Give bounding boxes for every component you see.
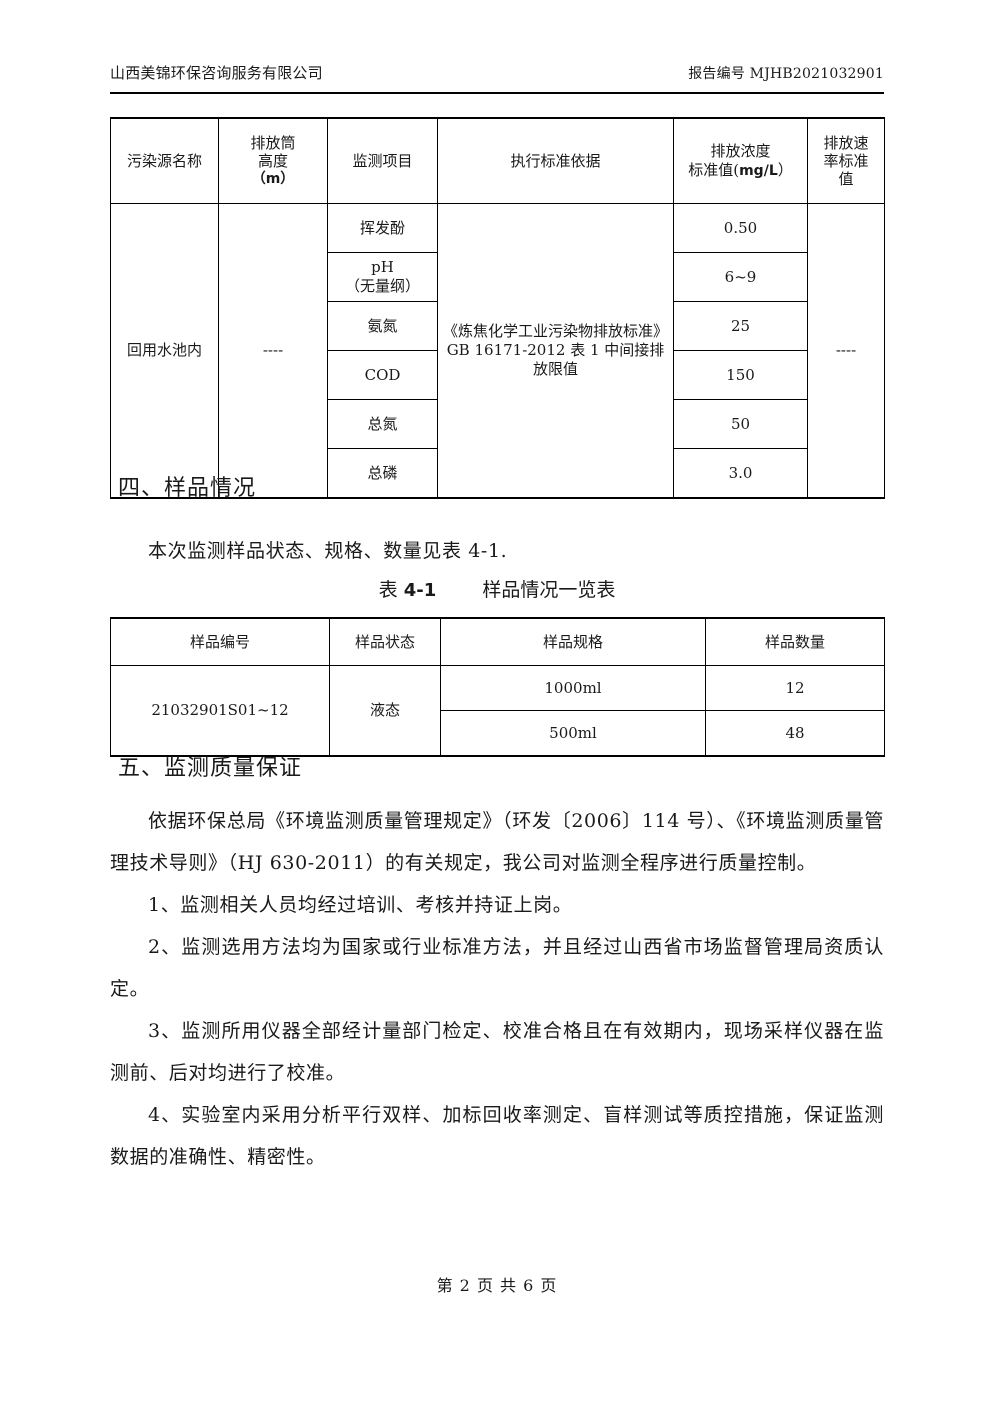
cell-monitor-item: COD <box>327 350 438 400</box>
table-row: 总磷 3.0 <box>111 448 885 499</box>
rate-standard-line-1: 排放速 <box>823 133 869 152</box>
cell-monitor-item: 氨氮 <box>327 301 438 351</box>
page-header: 山西美锦环保咨询服务有限公司 报告编号 MJHB2021032901 <box>110 62 884 83</box>
col-header-source-name: 污染源名称 <box>110 117 219 204</box>
concentration-limit-line-2: 标准值(mg/L） <box>677 161 804 180</box>
stack-height-line-1: 排放筒 <box>250 134 296 153</box>
caption-number: 4-1 <box>403 580 437 601</box>
col-header-sample-count: 样品数量 <box>705 617 885 666</box>
col-header-sample-state: 样品状态 <box>329 617 441 666</box>
table-header-row: 污染源名称 排放筒 高度 （m） 监测项目 执行标准依据 排放浓度 标准值(mg… <box>110 117 885 204</box>
table-row: 回用水池内 ---- 挥发酚 《炼焦化学工业污染物排放标准》GB 16171-2… <box>110 203 885 499</box>
qa-paragraph-0: 依据环保总局《环境监测质量管理规定》（环发〔2006〕114 号）、《环境监测质… <box>110 810 884 874</box>
limit-suffix: ） <box>777 160 793 179</box>
header-report-number: 报告编号 MJHB2021032901 <box>688 66 884 82</box>
header-company-name: 山西美锦环保咨询服务有限公司 <box>110 64 323 82</box>
monitor-item-name: pH <box>371 258 394 277</box>
stack-height-line-2: 高度 <box>257 152 288 171</box>
col-header-sample-no: 样品编号 <box>110 617 330 666</box>
stack-height-line-3: （m） <box>251 170 295 187</box>
cell-sample-spec: 500ml <box>440 710 706 757</box>
concentration-limit-line-1: 排放浓度 <box>710 142 771 161</box>
col-header-standard-basis: 执行标准依据 <box>437 117 674 204</box>
col-header-monitor-item: 监测项目 <box>327 117 438 204</box>
cell-standard-basis: 《炼焦化学工业污染物排放标准》GB 16171-2012 表 1 中间接排放限值 <box>437 203 674 499</box>
caption-prefix: 表 <box>378 579 398 601</box>
cell-sample-spec: 1000ml <box>440 665 706 711</box>
quality-assurance-body: 依据环保总局《环境监测质量管理规定》（环发〔2006〕114 号）、《环境监测质… <box>110 800 884 1178</box>
cell-monitor-item: 挥发酚 <box>327 203 438 253</box>
qa-paragraph-3: 3、监测所用仪器全部经计量部门检定、校准合格且在有效期内，现场采样仪器在监测前、… <box>110 1020 884 1084</box>
caption-title: 样品情况一览表 <box>482 579 616 601</box>
cell-sample-no: 21032901S01~12 <box>110 665 330 757</box>
emission-standards-table: 污染源名称 排放筒 高度 （m） 监测项目 执行标准依据 排放浓度 标准值(mg… <box>110 117 885 499</box>
col-header-stack-height: 排放筒 高度 （m） <box>218 117 328 204</box>
cell-monitor-item: 总氮 <box>327 399 438 449</box>
sample-summary-table: 样品编号 样品状态 样品规格 样品数量 21032901S01~12 液态 10… <box>110 617 885 757</box>
page-footer: 第 2 页 共 6 页 <box>436 1276 558 1295</box>
limit-prefix: 标准值( <box>688 160 740 179</box>
table-header-row: 样品编号 样品状态 样品规格 样品数量 <box>110 617 885 666</box>
section-heading-sample-status: 四、样品情况 <box>118 476 257 501</box>
limit-unit: mg/L <box>739 162 778 179</box>
cell-monitor-item: pH （无量纲） <box>327 252 438 302</box>
col-header-sample-spec: 样品规格 <box>440 617 706 666</box>
table-4-1-caption: 表 4-1 样品情况一览表 <box>110 575 884 602</box>
cell-sample-count: 12 <box>705 665 885 711</box>
cell-stack-height: ---- <box>218 203 328 499</box>
cell-sample-state: 液态 <box>329 665 441 757</box>
col-header-concentration-limit: 排放浓度 标准值(mg/L） <box>673 117 808 204</box>
cell-monitor-item: 总磷 <box>327 448 438 499</box>
cell-concentration-limit: 50 <box>673 399 808 449</box>
table-row: 500ml 48 <box>111 710 885 757</box>
cell-concentration-limit: 0.50 <box>673 203 808 253</box>
rate-standard-line-3: 值 <box>838 170 854 189</box>
rate-standard-line-2: 率标准 <box>823 151 869 170</box>
table-row: 氨氮 25 <box>111 301 885 351</box>
table-row: 21032901S01~12 液态 1000ml 12 <box>110 665 885 757</box>
cell-concentration-limit: 150 <box>673 350 808 400</box>
section-heading-quality-assurance: 五、监测质量保证 <box>118 756 303 781</box>
table-row: COD 150 <box>111 350 885 400</box>
emission-standards-table-wrapper: 污染源名称 排放筒 高度 （m） 监测项目 执行标准依据 排放浓度 标准值(mg… <box>110 117 885 499</box>
cell-emission-rate: ---- <box>807 203 885 499</box>
table-row: pH （无量纲） 6~9 <box>111 252 885 302</box>
qa-paragraph-2: 2、监测选用方法均为国家或行业标准方法，并且经过山西省市场监督管理局资质认定。 <box>110 936 884 1000</box>
table-row: 总氮 50 <box>111 399 885 449</box>
cell-sample-count: 48 <box>705 710 885 757</box>
col-header-rate-standard: 排放速 率标准 值 <box>807 117 885 204</box>
cell-concentration-limit: 25 <box>673 301 808 351</box>
cell-concentration-limit: 3.0 <box>673 448 808 499</box>
monitor-item-unit: （无量纲） <box>344 277 420 295</box>
qa-paragraph-4: 4、实验室内采用分析平行双样、加标回收率测定、盲样测试等质控措施，保证监测数据的… <box>110 1104 884 1168</box>
cell-source-name: 回用水池内 <box>110 203 219 499</box>
sample-intro-paragraph: 本次监测样品状态、规格、数量见表 4-1. <box>148 540 508 562</box>
qa-paragraph-1: 1、监测相关人员均经过培训、考核并持证上岗。 <box>148 894 573 916</box>
header-divider-rule <box>110 92 884 94</box>
cell-concentration-limit: 6~9 <box>673 252 808 302</box>
sample-summary-table-wrapper: 样品编号 样品状态 样品规格 样品数量 21032901S01~12 液态 10… <box>110 617 885 757</box>
